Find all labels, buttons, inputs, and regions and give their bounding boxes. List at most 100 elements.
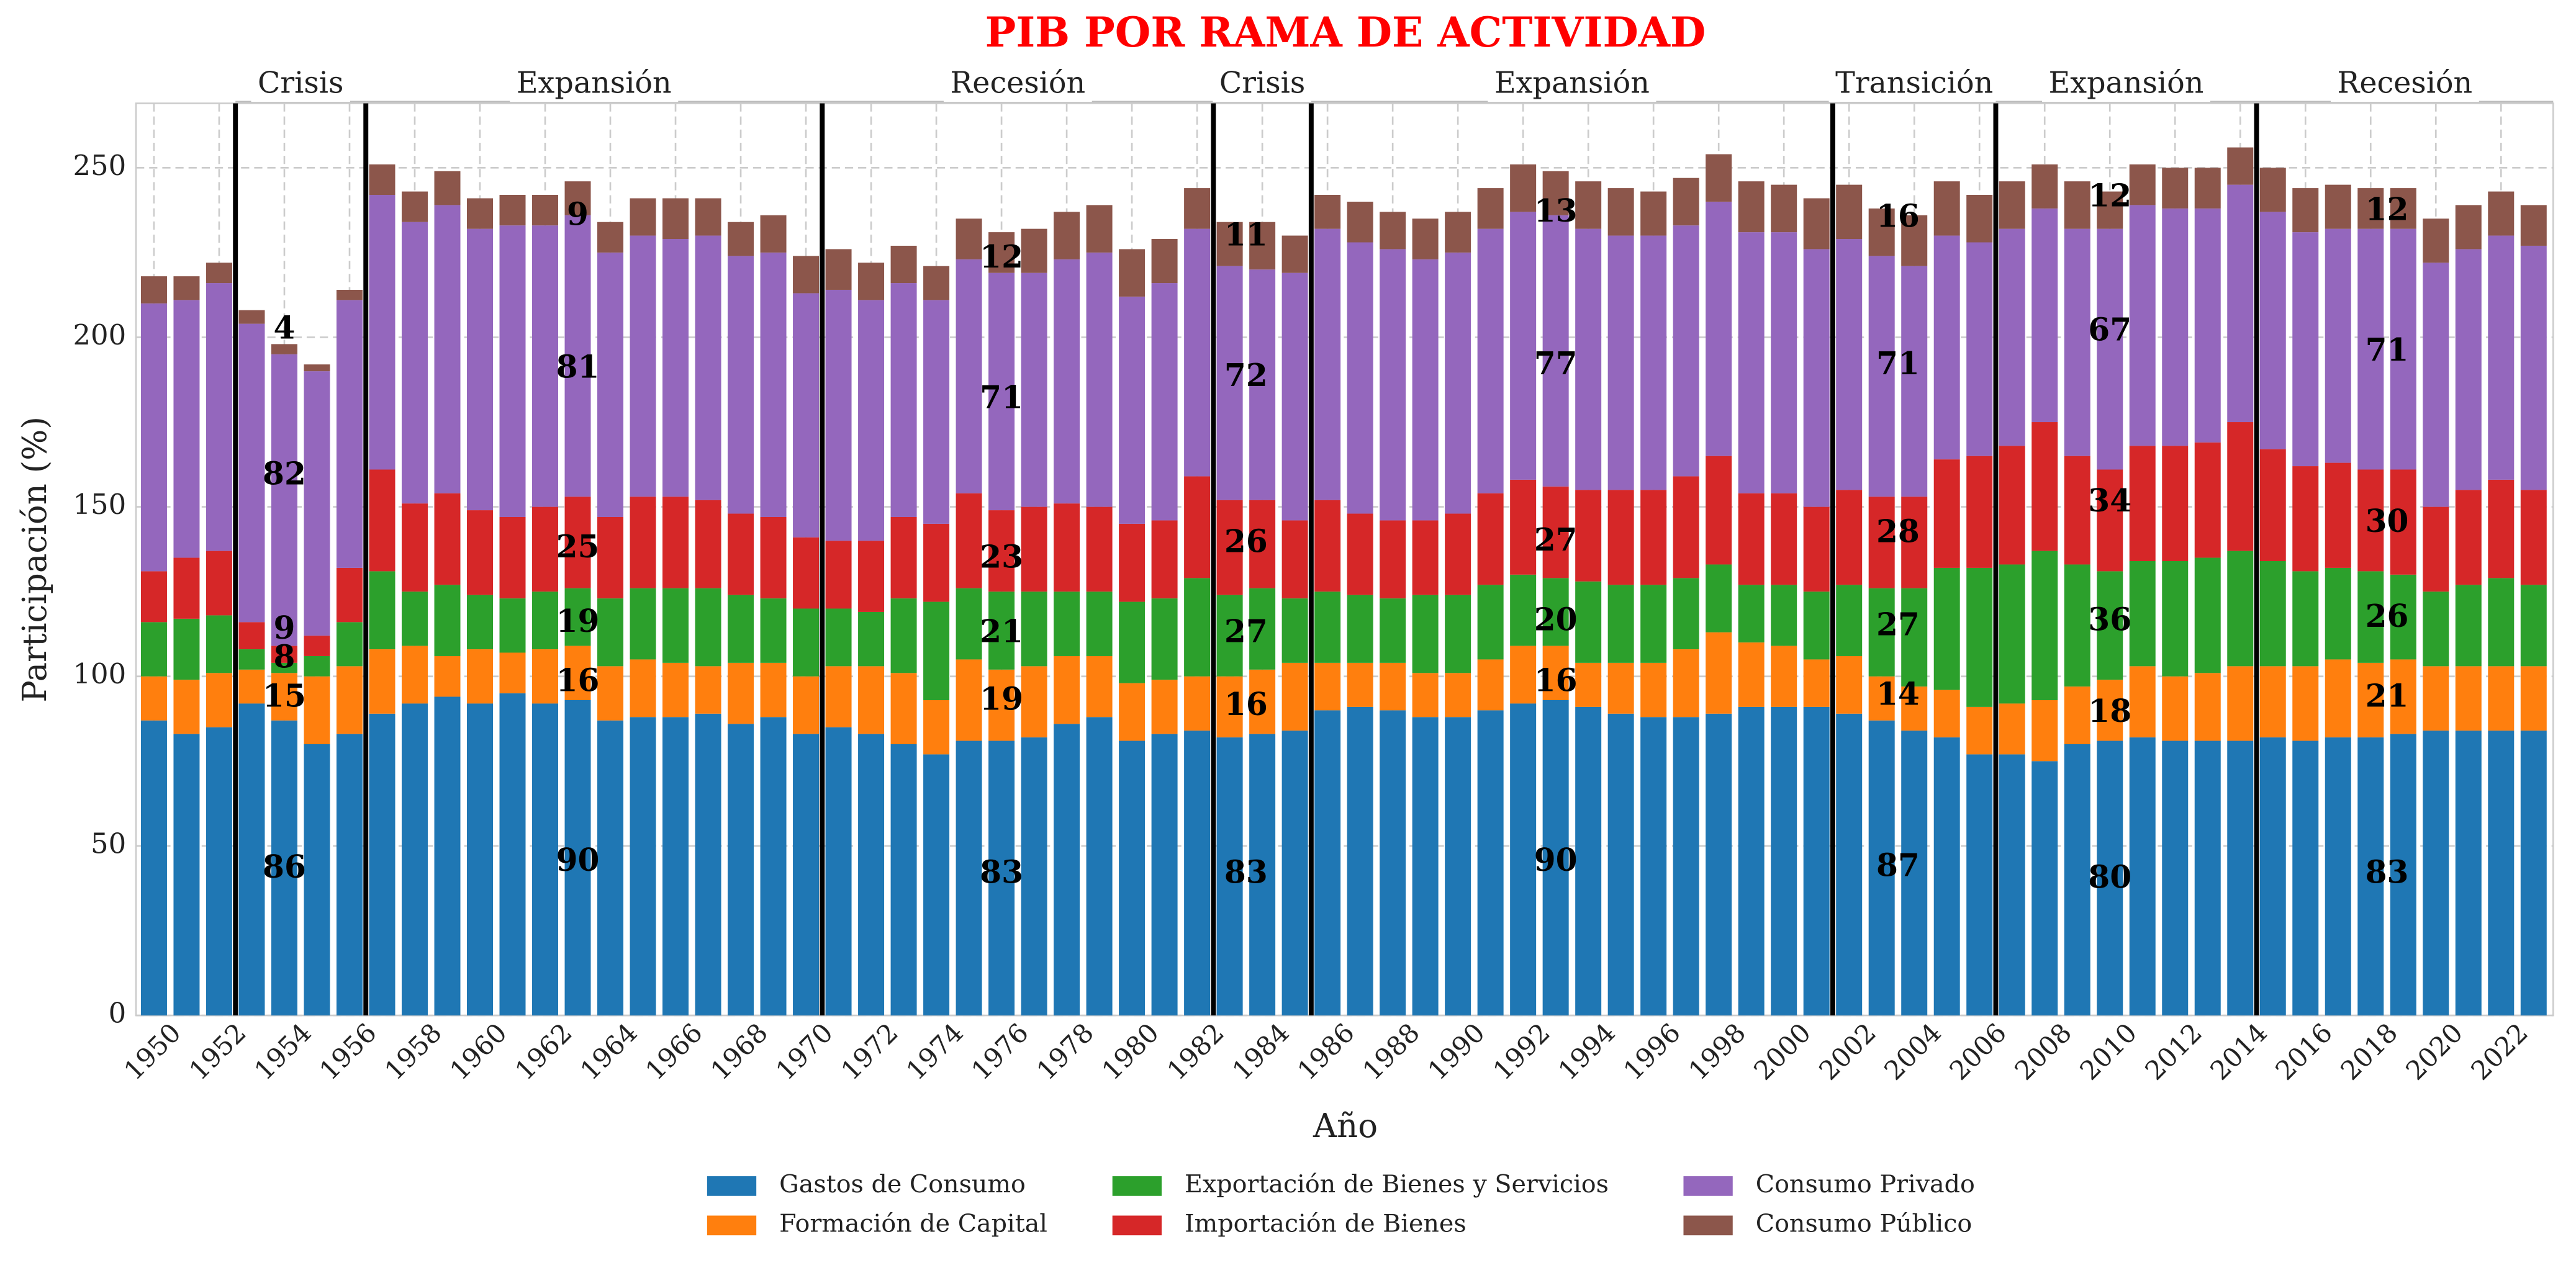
- x-tick-label: 1974: [900, 1017, 969, 1086]
- bar-segment: [1412, 218, 1439, 259]
- bar-segment: [1216, 595, 1243, 677]
- bar-segment: [369, 649, 395, 714]
- legend-swatch: [707, 1215, 757, 1236]
- bar-segment: [206, 551, 232, 616]
- bar-segment: [956, 659, 982, 741]
- bar-segment: [2423, 731, 2449, 1016]
- bar-segment: [890, 516, 917, 599]
- period-value-label: 26: [2366, 598, 2409, 634]
- bar-segment: [2423, 506, 2449, 592]
- legend-swatch: [1683, 1176, 1733, 1196]
- bar-segment: [1575, 228, 1602, 490]
- bar-segment: [532, 649, 559, 704]
- bar-segment: [1771, 184, 1797, 233]
- bar-segment: [695, 713, 721, 1016]
- bar-segment: [2031, 208, 2058, 423]
- bar-segment: [2390, 469, 2416, 575]
- bar-segment: [1738, 493, 1765, 585]
- bar-segment: [2357, 469, 2384, 572]
- bar-segment: [2520, 205, 2547, 246]
- x-tick-label: 1998: [1683, 1017, 1751, 1086]
- legend-label: Gastos de Consumo: [779, 1170, 1026, 1199]
- period-value-label: 27: [1876, 606, 1920, 643]
- bar-segment: [988, 510, 1015, 592]
- x-tick-label: 2020: [2400, 1017, 2469, 1086]
- bar-segment: [2031, 551, 2058, 700]
- bar-segment: [1445, 717, 1471, 1016]
- bar-segment: [858, 300, 885, 541]
- bar-segment: [499, 693, 526, 1016]
- bar-segment: [1314, 592, 1341, 663]
- bar-segment: [1771, 585, 1797, 646]
- bar-segment: [1510, 574, 1537, 646]
- period-value-label: 83: [1224, 853, 1268, 890]
- bar-segment: [238, 649, 265, 670]
- bar-segment: [1836, 184, 1863, 240]
- bar-segment: [2423, 263, 2449, 507]
- period-value-label: 87: [1876, 847, 1920, 883]
- bar-segment: [662, 717, 689, 1016]
- bar-segment: [2129, 737, 2156, 1016]
- period-label-bg: [943, 64, 1092, 102]
- bar-segment: [1607, 585, 1634, 663]
- bar-segment: [988, 232, 1015, 273]
- bar-segment: [2357, 737, 2384, 1016]
- bar-segment: [401, 191, 428, 222]
- bar-segment: [1803, 659, 1830, 707]
- period-value-label: 4: [274, 310, 296, 346]
- bar-segment: [173, 300, 200, 558]
- bar-segment: [956, 259, 982, 493]
- bar-segment: [1966, 754, 1993, 1016]
- bar-segment: [1184, 676, 1211, 731]
- bar-segment: [1281, 731, 1308, 1016]
- bar-segment: [2259, 212, 2286, 449]
- bar-segment: [2325, 737, 2351, 1016]
- bar-segment: [1901, 266, 1928, 497]
- bar-segment: [1477, 188, 1504, 229]
- bar-segment: [1803, 198, 1830, 250]
- bar-segment: [238, 669, 265, 704]
- legend-label: Formación de Capital: [779, 1209, 1047, 1238]
- bar-segment: [336, 734, 363, 1016]
- bar-segment: [2520, 585, 2547, 667]
- period-value-label: 82: [263, 455, 306, 492]
- bar-segment: [1901, 588, 1928, 687]
- bar-segment: [2488, 666, 2515, 731]
- x-tick-label: 1950: [118, 1017, 187, 1086]
- bar-segment: [2455, 585, 2482, 667]
- bar-segment: [728, 595, 754, 663]
- bar-segment: [858, 611, 885, 667]
- bar-segment: [401, 645, 428, 704]
- bar-segment: [369, 195, 395, 470]
- bar-segment: [271, 673, 297, 721]
- period-label: Recesión: [2338, 66, 2473, 100]
- bar-segment: [2390, 188, 2416, 229]
- bar-segment: [1054, 503, 1080, 592]
- bar-segment: [467, 198, 494, 229]
- bar-segment: [2325, 659, 2351, 738]
- bar-segment: [1510, 479, 1537, 575]
- bar-segment: [336, 666, 363, 734]
- bar-segment: [238, 310, 265, 324]
- bar-segment: [1412, 520, 1439, 595]
- bar-segment: [1347, 513, 1373, 595]
- bar-segment: [1673, 578, 1699, 650]
- bar-segment: [1966, 706, 1993, 755]
- period-value-label: 71: [980, 379, 1023, 416]
- bar-segment: [630, 235, 656, 497]
- bar-segment: [1086, 655, 1113, 717]
- bar-segment: [173, 618, 200, 680]
- bar-segment: [434, 655, 461, 697]
- bar-segment: [1054, 212, 1080, 259]
- bar-segment: [140, 622, 167, 677]
- bar-segment: [173, 680, 200, 734]
- x-tick-label: 2018: [2334, 1017, 2403, 1086]
- period-label-bg: [1488, 64, 1656, 102]
- bar-segment: [2064, 744, 2090, 1016]
- bar-segment: [2194, 557, 2221, 673]
- x-tick-label: 2016: [2269, 1017, 2338, 1086]
- bar-segment: [1933, 567, 1960, 690]
- bar-segment: [2227, 740, 2254, 1016]
- bar-segment: [1607, 235, 1634, 490]
- bar-segment: [695, 235, 721, 500]
